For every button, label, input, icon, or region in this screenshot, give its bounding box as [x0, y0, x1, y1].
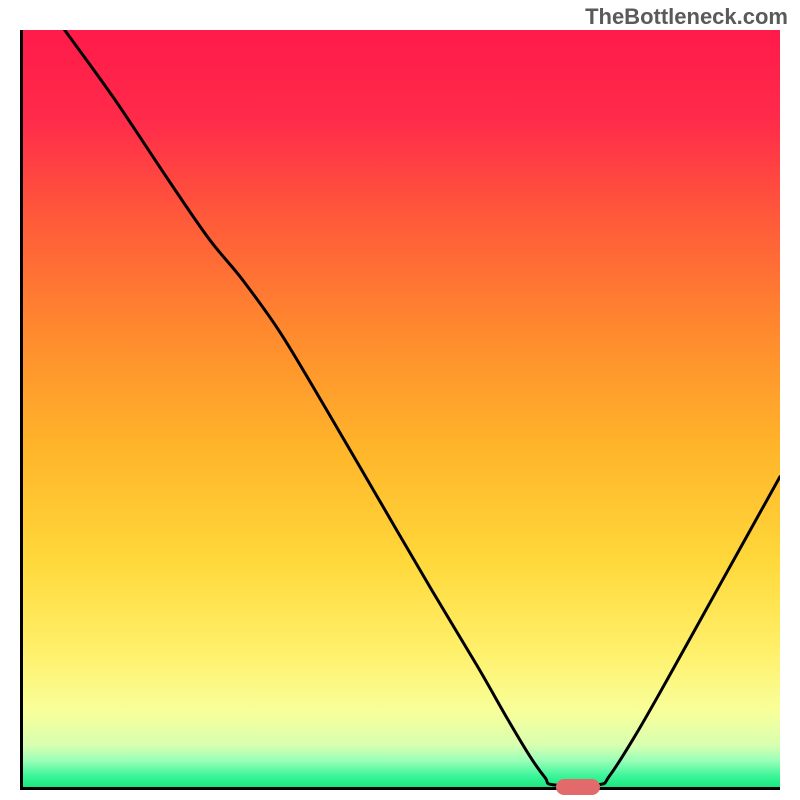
chart-container: TheBottleneck.com	[0, 0, 800, 800]
bottleneck-curve	[23, 30, 780, 787]
optimal-marker	[556, 779, 600, 794]
watermark-text: TheBottleneck.com	[585, 4, 788, 30]
plot-area	[20, 30, 780, 790]
